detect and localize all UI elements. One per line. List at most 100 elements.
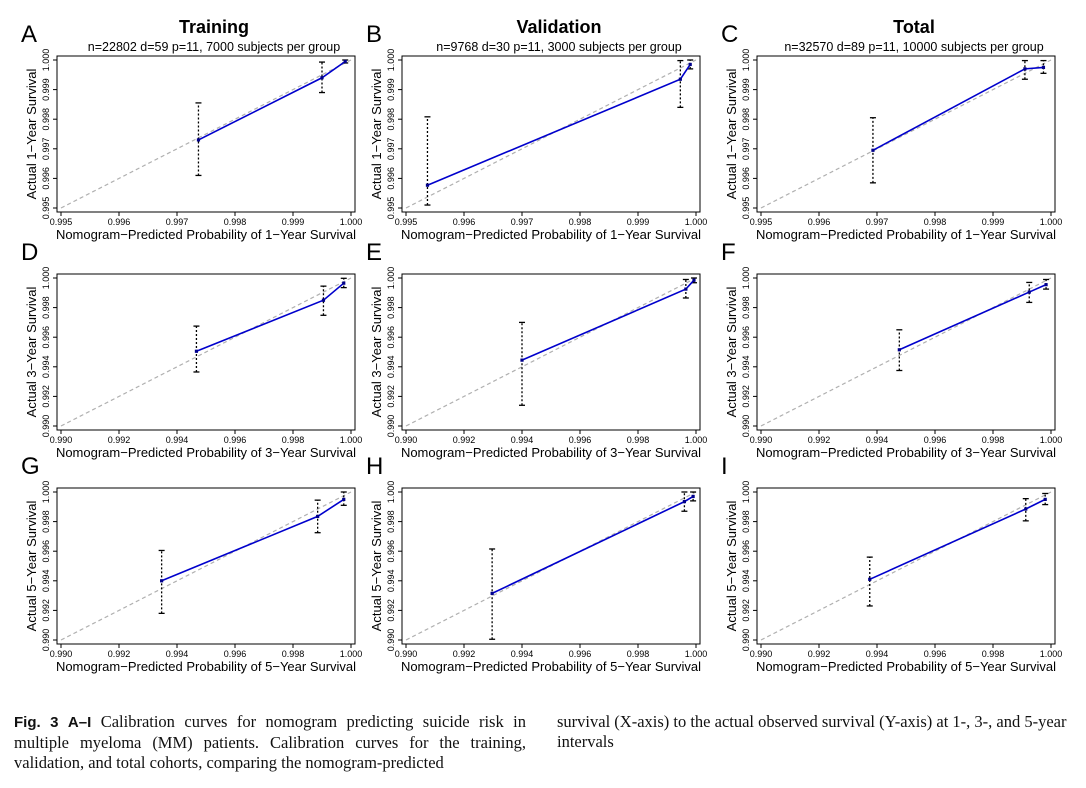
panel-g-data-point: [342, 497, 346, 501]
panel-f-ytick-label: 1.000: [741, 267, 751, 290]
panel-a-xtick-label: 0.996: [108, 217, 131, 227]
panel-h-frame: [401, 487, 701, 645]
panel-c-ytick-label: 0.999: [741, 78, 751, 101]
panel-f-frame: [756, 273, 1056, 431]
panel-h-xtick-label: 1.000: [685, 649, 708, 659]
panel-e-ytick-label: 0.990: [386, 415, 396, 438]
panel-c-xtick-label: 0.998: [924, 217, 947, 227]
panel-d-ideal-line: [60, 277, 352, 427]
panel-f-ytick-label: 0.990: [741, 415, 751, 438]
panel-a-frame: [56, 55, 356, 213]
panel-b-data-point: [678, 77, 682, 81]
panel-g-xtick-label: 0.990: [50, 649, 73, 659]
panel-c-xtick-label: 1.000: [1040, 217, 1063, 227]
panel-d-xtick-label: 0.990: [50, 435, 73, 445]
panel-d-ytick-label: 1.000: [41, 267, 51, 290]
panel-a-ytick-label: 0.996: [41, 167, 51, 190]
panel-h-ytick-label: 0.994: [386, 570, 396, 593]
column-title-validation: Validation: [516, 17, 601, 37]
column-title-training: Training: [179, 17, 249, 37]
panel-d-label: D: [21, 239, 38, 266]
panel-a-data-point: [343, 59, 347, 64]
calibration-figure: Training Validation Total A n=22802 d=59 p=1…: [21, 17, 1063, 674]
panel-g-ylabel: Actual 5−Year Survival: [24, 501, 39, 632]
panel-i-ytick-label: 0.990: [741, 629, 751, 652]
panel-i-xtick-label: 1.000: [1040, 649, 1063, 659]
panel-g-ytick-label: 0.992: [41, 599, 51, 622]
panel-e-ytick-label: 0.998: [386, 296, 396, 319]
panel-a-data-point: [320, 76, 324, 80]
panel-b-ytick-label: 1.000: [386, 49, 396, 72]
panel-c-data-point: [1041, 65, 1046, 69]
panel-b-xlabel: Nomogram−Predicted Probability of 1−Year…: [401, 227, 701, 242]
panel-e-ylabel: Actual 3−Year Survival: [369, 287, 384, 418]
panel-e-xtick-label: 0.992: [453, 435, 476, 445]
panel-h-ytick-label: 0.998: [386, 510, 396, 533]
panel-c-ytick-label: 0.996: [741, 167, 751, 190]
panel-g-xtick-label: 0.992: [108, 649, 131, 659]
panel-f-xtick-label: 0.998: [982, 435, 1005, 445]
panel-i-ytick-label: 0.996: [741, 540, 751, 563]
panel-g-xlabel: Nomogram−Predicted Probability of 5−Year…: [56, 659, 356, 674]
panel-b-ytick-label: 0.997: [386, 138, 396, 161]
panel-g-ideal-line: [60, 491, 352, 641]
panel-g-ytick-label: 0.996: [41, 540, 51, 563]
panel-h-data-point: [490, 591, 494, 595]
caption-text-left: Calibration curves for nomogram predicti…: [14, 712, 526, 772]
panel-f-ytick-label: 0.998: [741, 296, 751, 319]
panel-f-data-point: [1044, 283, 1048, 287]
panel-f-data-point: [897, 348, 901, 352]
panel-e-data-point: [684, 287, 688, 291]
panel-d-ylabel: Actual 3−Year Survival: [24, 287, 39, 418]
panel-i-ytick-label: 0.992: [741, 599, 751, 622]
panel-b-xtick-label: 0.999: [627, 217, 650, 227]
panel-e-xtick-label: 1.000: [685, 435, 708, 445]
figure-caption-left: Fig. 3 A–I Calibration curves for nomogr…: [14, 712, 526, 773]
panel-i-xlabel: Nomogram−Predicted Probability of 5−Year…: [756, 659, 1056, 674]
panel-c-data-point: [871, 148, 875, 152]
panel-e-label: E: [366, 239, 382, 266]
panel-h-xtick-label: 0.992: [453, 649, 476, 659]
panel-f-xlabel: Nomogram−Predicted Probability of 3−Year…: [756, 445, 1056, 460]
panel-i-ytick-label: 1.000: [741, 481, 751, 504]
panel-g-label: G: [21, 453, 40, 480]
panel-f-calibration-line: [899, 283, 1047, 351]
panel-i-frame: [756, 487, 1056, 645]
panel-e-xlabel: Nomogram−Predicted Probability of 3−Year…: [401, 445, 701, 460]
panel-g-data-point: [316, 514, 320, 519]
panel-e-ytick-label: 0.992: [386, 385, 396, 408]
panel-i-ytick-label: 0.998: [741, 510, 751, 533]
panel-b-ytick-label: 0.996: [386, 167, 396, 190]
panel-f-label: F: [721, 239, 736, 266]
panel-a-xtick-label: 1.000: [340, 217, 363, 227]
panel-e-xtick-label: 0.990: [395, 435, 418, 445]
panel-e-xtick-label: 0.996: [569, 435, 592, 445]
panel-e-xtick-label: 0.998: [627, 435, 650, 445]
panel-c-xtick-label: 0.996: [808, 217, 831, 227]
panel-b-data-point: [425, 183, 430, 187]
panel-a-data-point: [196, 138, 201, 142]
panel-f-xtick-label: 0.990: [750, 435, 773, 445]
panel-h-ylabel: Actual 5−Year Survival: [369, 501, 384, 632]
panel-h-xtick-label: 0.990: [395, 649, 418, 659]
panel-e-data-point: [520, 358, 524, 362]
panel-h-data-point: [682, 500, 686, 504]
panel-b-xtick-label: 0.996: [453, 217, 476, 227]
panel-a-xtick-label: 0.999: [282, 217, 305, 227]
panel-a-calibration-line: [198, 60, 346, 141]
panel-c-ytick-label: 0.997: [741, 138, 751, 161]
panel-b-data-point: [688, 62, 692, 67]
panel-d-xtick-label: 1.000: [340, 435, 363, 445]
panel-a-ideal-line: [60, 59, 352, 209]
panel-b-xtick-label: 0.995: [395, 217, 418, 227]
panel-g-xtick-label: 0.996: [224, 649, 247, 659]
panel-c-xtick-label: 0.997: [866, 217, 889, 227]
panel-b-ytick-label: 0.998: [386, 108, 396, 131]
panel-a-xtick-label: 0.995: [50, 217, 73, 227]
panel-h-xtick-label: 0.994: [511, 649, 534, 659]
panel-i-xtick-label: 0.996: [924, 649, 947, 659]
panel-e-ytick-label: 0.994: [386, 356, 396, 379]
panel-b-ylabel: Actual 1−Year Survival: [369, 69, 384, 200]
panel-a-ytick-label: 0.997: [41, 138, 51, 161]
panel-g-calibration-line: [161, 498, 345, 582]
